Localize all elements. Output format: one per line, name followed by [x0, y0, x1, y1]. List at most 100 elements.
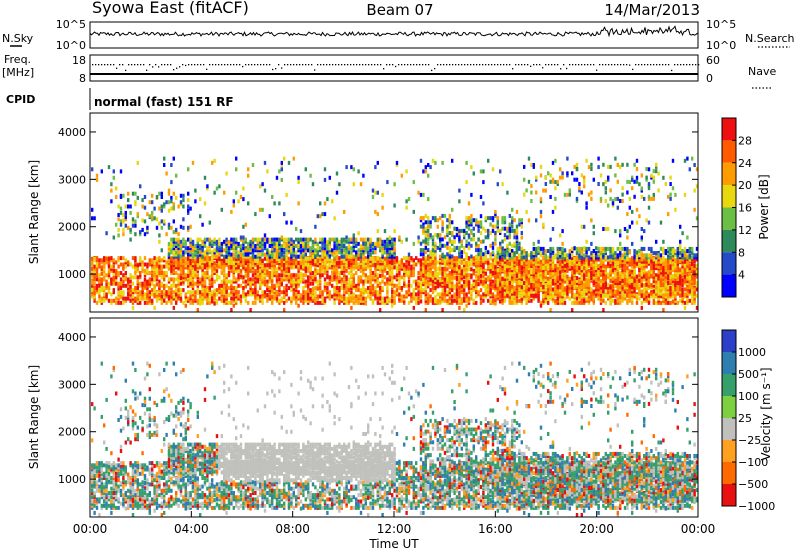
power-cell — [508, 270, 511, 275]
power-cell — [362, 237, 365, 242]
power-cell — [177, 250, 180, 255]
power-cell — [352, 296, 355, 301]
power-cell — [213, 266, 216, 271]
power-cell — [129, 288, 132, 293]
power-cell — [215, 273, 219, 278]
power-cell — [472, 271, 475, 276]
power-cell — [523, 274, 526, 279]
power-cell — [451, 220, 454, 225]
power-cell — [364, 288, 367, 293]
power-cell — [179, 252, 183, 257]
power-cell — [549, 283, 552, 288]
power-cell — [451, 233, 454, 238]
power-cell — [417, 258, 420, 263]
power-cell — [261, 300, 264, 305]
power-cell — [263, 233, 267, 238]
power-cell — [184, 298, 187, 303]
power-cell — [367, 263, 370, 268]
power-cell — [271, 292, 274, 297]
power-cell — [549, 308, 552, 312]
power-cell — [386, 254, 389, 259]
power-cell — [227, 259, 231, 263]
power-cell — [424, 298, 427, 303]
power-cell — [206, 286, 209, 290]
nave-dot — [302, 64, 304, 66]
power-cell — [235, 156, 238, 161]
power-cell — [530, 184, 533, 189]
cpid-label: CPID — [6, 93, 35, 106]
power-cell — [247, 254, 250, 259]
power-cell — [371, 250, 375, 255]
power-cell — [369, 237, 372, 242]
power-cell — [496, 296, 499, 301]
power-cell — [376, 237, 379, 242]
power-cell — [345, 256, 348, 261]
power-cell — [323, 201, 327, 206]
power-cell — [259, 239, 262, 244]
power-cell — [103, 256, 106, 261]
power-cell — [448, 216, 451, 221]
power-cell — [338, 279, 341, 284]
power-cell — [218, 275, 221, 280]
power-cell — [292, 288, 295, 293]
power-cell — [115, 296, 118, 301]
power-cell — [412, 262, 415, 267]
power-cell — [309, 263, 312, 268]
power-cell — [187, 259, 190, 263]
power-cell — [494, 301, 497, 306]
power-cell — [194, 264, 197, 269]
power-cell — [539, 303, 543, 308]
power-cell — [340, 261, 343, 266]
power-cell — [374, 244, 377, 248]
power-cell — [321, 212, 324, 217]
power-cell — [463, 308, 466, 312]
power-cell — [143, 300, 147, 305]
power-cell — [520, 218, 523, 223]
power-cell — [494, 260, 497, 265]
power-cell — [371, 246, 375, 251]
power-cell — [503, 293, 507, 298]
power-cell — [146, 283, 149, 288]
power-cell — [187, 225, 190, 230]
power-cell — [237, 265, 240, 270]
power-cell — [441, 277, 444, 282]
power-cell — [381, 279, 384, 284]
power-cell — [551, 177, 555, 182]
power-cell — [290, 281, 293, 286]
power-cell — [326, 286, 329, 290]
power-cell — [544, 259, 547, 264]
power-cell — [316, 214, 319, 219]
power-cell — [465, 280, 468, 284]
power-cell — [520, 296, 523, 301]
power-cell — [350, 275, 353, 280]
power-cell — [347, 244, 351, 248]
power-cell — [429, 266, 432, 271]
power-cell — [237, 261, 240, 266]
power-cell — [455, 298, 459, 303]
power-cell — [191, 283, 195, 288]
power-cell — [177, 244, 180, 248]
nave-dot — [197, 64, 199, 66]
power-cell — [463, 298, 466, 303]
power-cell — [143, 283, 147, 288]
power-cell — [136, 214, 139, 219]
power-cell — [347, 292, 351, 297]
power-cell — [151, 281, 154, 286]
power-cell — [508, 276, 511, 281]
power-cell — [95, 264, 99, 269]
power-cell — [446, 292, 449, 297]
power-cell — [177, 232, 180, 237]
power-cell — [259, 261, 262, 266]
nave-dot — [188, 64, 190, 66]
power-cell — [551, 255, 555, 260]
power-cell — [314, 290, 317, 295]
power-cell — [391, 252, 394, 257]
power-cell — [542, 276, 545, 281]
power-cell — [501, 268, 504, 273]
power-cell — [494, 209, 497, 214]
power-cell — [331, 275, 334, 280]
power-cell — [472, 218, 475, 223]
power-cell — [530, 255, 533, 260]
power-cell — [314, 262, 317, 267]
power-cell — [280, 163, 283, 167]
